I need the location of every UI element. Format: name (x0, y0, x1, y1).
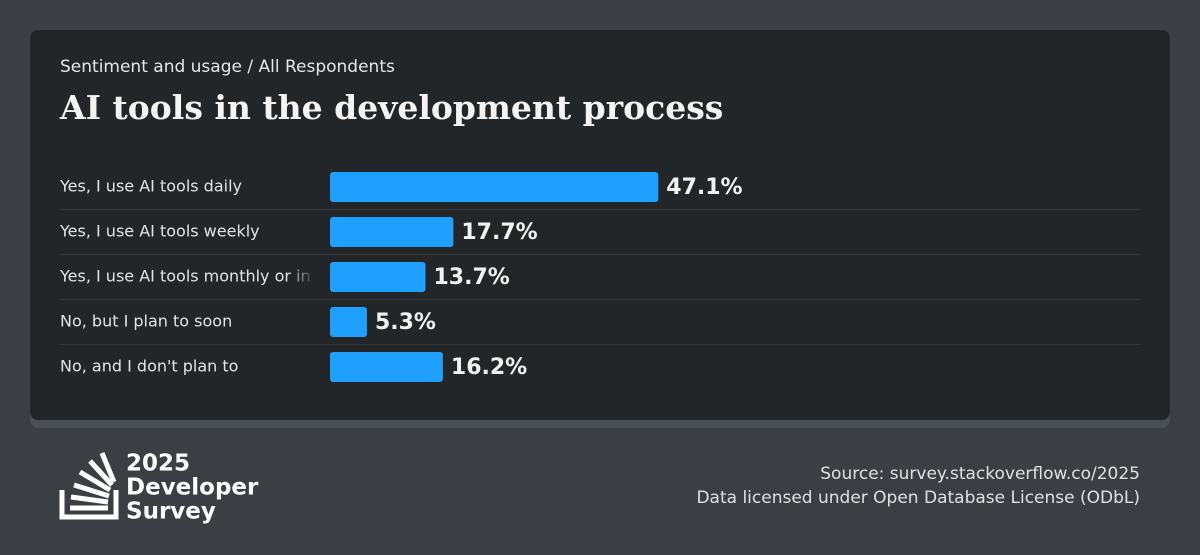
category-label: Yes, I use AI tools weekly (59, 222, 260, 241)
category-label: Yes, I use AI tools monthly or in (59, 267, 311, 286)
source: Source: survey.stackoverflow.co/2025 (820, 464, 1140, 484)
subtitle: Sentiment and usage / All Respondents (60, 57, 395, 77)
category-label: No, but I plan to soon (60, 312, 232, 331)
category-label: No, and I don't plan to (60, 357, 238, 376)
card (30, 30, 1170, 420)
value-label: 17.7% (461, 220, 537, 245)
license: Data licensed under Open Database Licens… (696, 488, 1140, 508)
value-label: 47.1% (666, 175, 742, 200)
value-label: 13.7% (433, 265, 509, 290)
bar (330, 262, 426, 292)
value-label: 5.3% (375, 310, 436, 335)
logo-text: 2025 (126, 451, 190, 477)
bar (330, 217, 454, 247)
bar (330, 172, 659, 202)
rows: Yes, I use AI tools daily 47.1% Yes, I use… (59, 172, 1140, 382)
logo-text: Developer (126, 475, 259, 501)
bar (330, 352, 443, 382)
bar (330, 307, 367, 337)
logo-icon (59, 452, 119, 520)
value-label: 16.2% (451, 355, 527, 380)
category-label: Yes, I use AI tools daily (59, 177, 242, 196)
chart-title: AI tools in the development process (59, 88, 723, 127)
logo-text: Survey (126, 499, 216, 525)
